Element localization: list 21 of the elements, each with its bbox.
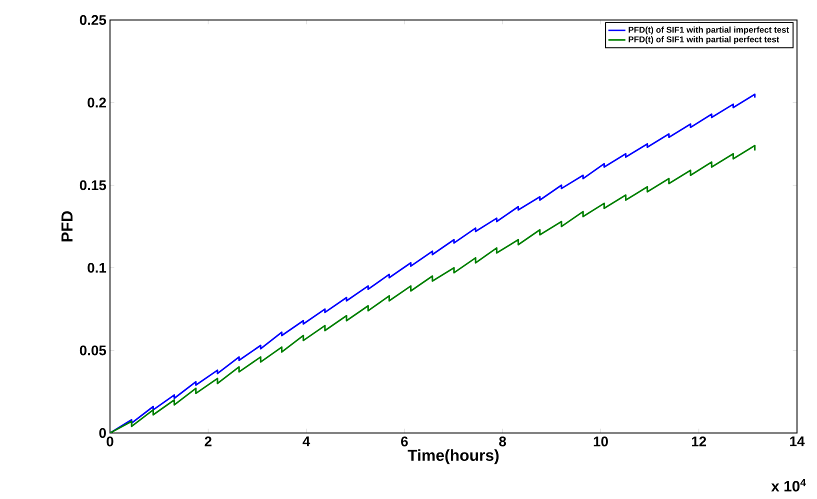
x-tick-label: 0 — [106, 436, 114, 446]
legend-label: PFD(t) of SIF1 with partial perfect test — [628, 36, 780, 44]
line-series — [110, 144, 756, 433]
legend-label: PFD(t) of SIF1 with partial imperfect test — [628, 26, 789, 34]
y-tick-label: 0.05 — [80, 345, 106, 356]
x-axis-title: Time(hours) — [408, 449, 499, 464]
y-tick-label: 0 — [99, 428, 106, 438]
x-tick-label: 4 — [302, 436, 310, 446]
x-tick-label: 10 — [594, 436, 608, 446]
x-tick-label: 8 — [499, 436, 506, 446]
y-tick-label: 0.25 — [80, 15, 106, 25]
y-tick-label: 0.15 — [80, 180, 106, 190]
x-tick-label: 14 — [790, 436, 805, 446]
x-tick-label: 12 — [692, 436, 706, 446]
y-tick-label: 0.2 — [88, 98, 106, 108]
y-tick-label: 0.1 — [88, 262, 106, 273]
x-tick-label: 2 — [204, 436, 212, 446]
text: x 10$^{4}$ — [771, 478, 806, 492]
y-axis-title: PFD — [62, 211, 72, 242]
x-tick-label: 6 — [401, 436, 408, 446]
line-series — [110, 94, 756, 433]
